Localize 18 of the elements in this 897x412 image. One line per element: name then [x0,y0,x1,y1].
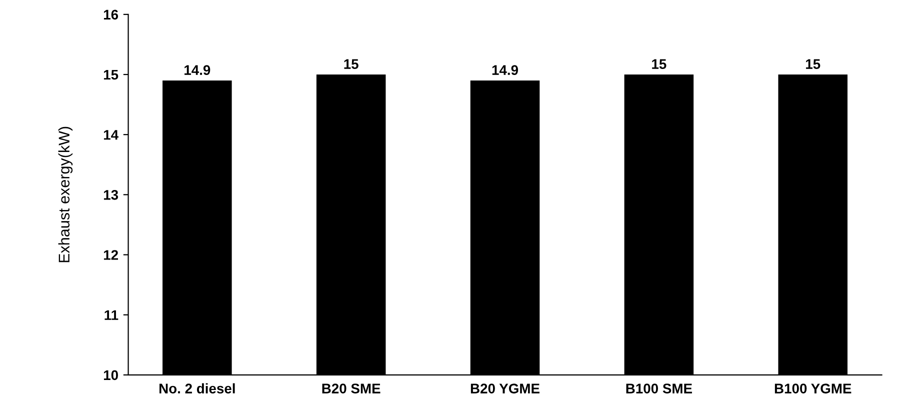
y-axis-title: Exhaust exergy(kW) [58,126,73,262]
y-tick-label: 12 [104,250,118,260]
data-label: 14.9 [492,65,518,75]
x-tick-label: B100 SME [626,384,692,394]
data-label: 15 [806,59,820,69]
x-tick-label: No. 2 diesel [159,383,235,394]
y-tick-label: 10 [104,370,118,380]
x-tick-label: B20 YGME [470,384,540,394]
data-label: 15 [652,59,666,69]
data-label: 14.9 [184,65,210,75]
y-tick-label: 15 [104,70,118,80]
x-tick-label: B100 YGME [774,384,852,394]
x-tick-label: B20 SME [322,384,380,394]
y-tick-label: 14 [104,130,118,140]
y-tick-label: 13 [104,190,118,200]
data-label: 15 [344,59,358,69]
y-tick-label: 16 [104,10,118,20]
y-tick-label: 11 [104,310,118,320]
